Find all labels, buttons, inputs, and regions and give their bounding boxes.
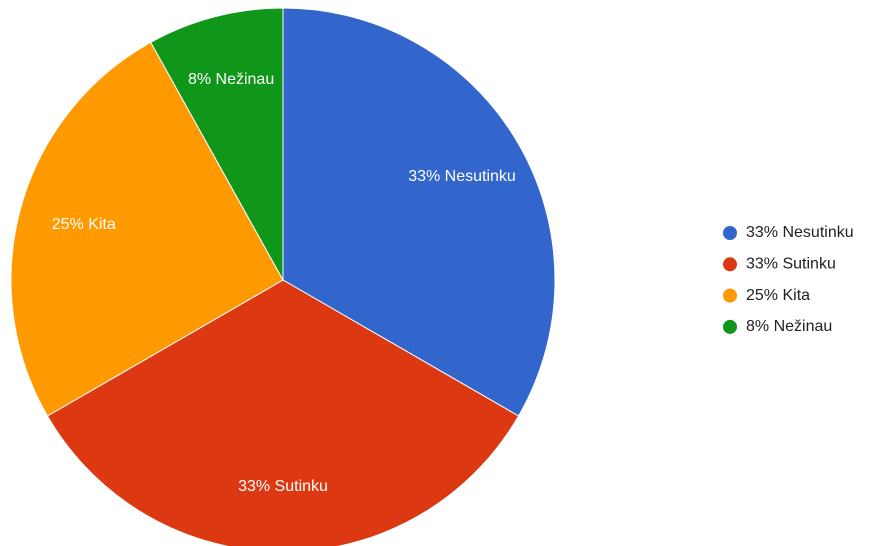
slice-label: 25% Kita — [52, 216, 116, 233]
legend-swatch — [723, 319, 737, 334]
legend-label: 25% Kita — [746, 287, 810, 304]
pie-slice — [10, 41, 284, 417]
slice-label: 8% Nežinau — [188, 71, 274, 88]
legend-swatch — [723, 288, 737, 303]
pie-slice — [150, 7, 284, 282]
slice-label: 33% Sutinku — [238, 478, 328, 495]
legend-label: 33% Nesutinku — [746, 224, 854, 241]
legend-label: 8% Nežinau — [746, 318, 832, 335]
legend-label: 33% Sutinku — [746, 256, 836, 273]
legend-swatch — [723, 257, 737, 272]
legend-swatch — [723, 226, 737, 240]
pie-slice — [46, 279, 520, 546]
slice-label: 33% Nesutinku — [408, 168, 516, 185]
pie-slice — [282, 7, 556, 417]
